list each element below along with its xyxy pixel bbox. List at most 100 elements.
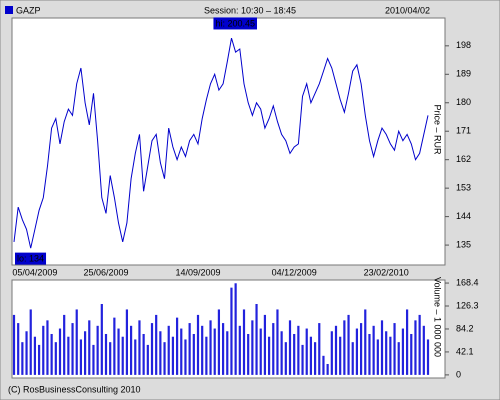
- volume-bar: [213, 328, 216, 375]
- volume-bar: [155, 314, 158, 375]
- annotation-box: [15, 252, 47, 265]
- price-panel: [11, 17, 446, 266]
- volume-bar: [129, 325, 133, 375]
- volume-bar: [359, 323, 363, 375]
- volume-bar: [414, 320, 417, 375]
- volume-bar: [418, 314, 421, 375]
- volume-bar: [33, 336, 37, 375]
- volume-bar: [142, 333, 145, 375]
- volume-bar: [180, 328, 183, 375]
- x-tick-label: 05/04/2009: [12, 267, 57, 277]
- volume-bar: [100, 303, 103, 375]
- volume-bar: [301, 344, 304, 375]
- volume-bar: [29, 309, 32, 375]
- volume-bar: [393, 323, 396, 375]
- volume-bar: [293, 333, 296, 375]
- date: 2010/04/02: [385, 5, 430, 15]
- volume-bar: [221, 323, 225, 375]
- volume-bar: [385, 331, 388, 375]
- volume-bar: [67, 336, 70, 375]
- volume-bar: [113, 317, 116, 375]
- volume-bar: [192, 333, 195, 375]
- volume-bar: [397, 342, 400, 375]
- volume-bar: [238, 325, 241, 375]
- annotation: lo: 134: [17, 254, 44, 264]
- volume-bar: [117, 328, 120, 375]
- y-tick-label: 189: [456, 69, 471, 79]
- y-tick-label: 42.1: [456, 346, 474, 356]
- volume-bar: [376, 339, 379, 375]
- annotation-box: [213, 17, 258, 30]
- volume-bar: [205, 336, 208, 375]
- volume-bar: [138, 320, 141, 375]
- x-tick-label: 04/12/2009: [272, 267, 317, 277]
- volume-bar: [54, 342, 57, 375]
- volume-bar: [104, 333, 108, 375]
- volume-bar: [209, 320, 212, 375]
- volume-bar: [368, 333, 371, 375]
- volume-bar: [355, 328, 359, 375]
- volume-bar: [339, 336, 342, 375]
- volume-bar: [242, 309, 246, 375]
- y-tick-label: 126.3: [456, 300, 479, 310]
- volume-bar: [276, 309, 279, 375]
- volume-bar: [234, 283, 237, 375]
- volume-bar: [109, 342, 112, 375]
- volume-bar: [364, 309, 367, 375]
- y-tick-label: 168.4: [456, 277, 479, 287]
- volume-bar: [343, 320, 346, 375]
- volume-bar: [188, 323, 191, 375]
- volume-bar: [318, 323, 321, 375]
- volume-bar: [50, 333, 53, 375]
- volume-bar: [410, 333, 413, 375]
- volume-bar: [167, 325, 170, 375]
- volume-bar: [159, 331, 162, 375]
- volume-bar: [46, 320, 49, 375]
- volume-bar: [146, 344, 149, 375]
- volume-bar: [42, 325, 45, 375]
- volume-bar: [63, 314, 66, 375]
- volume-bar: [201, 325, 204, 375]
- volume-bar: [288, 320, 292, 375]
- volume-bar: [217, 309, 221, 375]
- volume-bar: [83, 331, 87, 375]
- volume-bar: [389, 336, 392, 375]
- volume-bar: [125, 309, 129, 375]
- volume-bar: [251, 320, 254, 375]
- volume-bar: [284, 342, 287, 375]
- volume-bar: [58, 328, 62, 375]
- volume-bar: [313, 342, 317, 375]
- volume-bar: [255, 303, 258, 375]
- volume-bar: [326, 363, 329, 375]
- x-tick-label: 14/09/2009: [175, 267, 220, 277]
- footer: (C) RosBusinessConsulting 2010: [8, 384, 141, 394]
- y-tick-label: 144: [456, 211, 471, 221]
- volume-bar: [25, 331, 28, 375]
- volume-bar: [79, 339, 83, 375]
- volume-bar: [322, 355, 325, 375]
- volume-bar: [71, 323, 74, 375]
- volume-bar: [75, 309, 78, 375]
- volume-bar: [92, 344, 95, 375]
- volume-bar: [380, 320, 384, 375]
- volume-bar: [230, 287, 233, 375]
- volume-bar: [163, 342, 166, 375]
- volume-bar: [247, 333, 250, 375]
- volume-bar: [330, 331, 333, 375]
- volume-bar: [372, 325, 375, 375]
- volume-bar: [347, 314, 350, 375]
- volume-bar: [12, 314, 16, 375]
- volume-bar: [96, 325, 99, 375]
- y-tick-label: 135: [456, 239, 471, 249]
- y-tick-label: 180: [456, 97, 471, 107]
- y-tick-label: 84.2: [456, 323, 474, 333]
- volume-bar: [88, 320, 91, 375]
- volume-bar: [297, 325, 300, 375]
- volume-bar: [175, 317, 179, 375]
- y-axis-label: Price – RUR: [433, 104, 443, 155]
- y-tick-label: 0: [456, 369, 461, 379]
- volume-bar: [267, 336, 271, 375]
- ticker-icon: [5, 6, 13, 14]
- y-tick-label: 153: [456, 183, 471, 193]
